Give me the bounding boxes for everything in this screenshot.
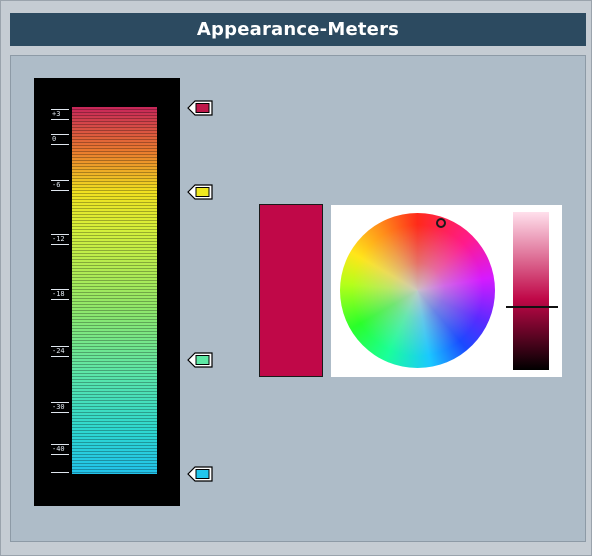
meter-scale-label: +3 xyxy=(52,110,61,118)
meter-scale-line xyxy=(51,444,69,445)
meter-scale-label: -24 xyxy=(52,347,65,355)
handle-top-icon xyxy=(187,100,213,116)
hue-saturation-wheel[interactable] xyxy=(340,213,495,368)
meter-scale-label: -18 xyxy=(52,290,65,298)
lower-mid-color-handle[interactable] xyxy=(187,352,213,368)
meter-scale-label: 0 xyxy=(52,135,57,143)
meter-scale-line xyxy=(51,346,69,347)
meter-scale-line xyxy=(51,234,69,235)
top-color-handle[interactable] xyxy=(187,100,213,116)
handle-bottom-icon xyxy=(187,466,213,482)
meter-scale-line xyxy=(51,109,69,110)
meter-scale-label: -12 xyxy=(52,235,65,243)
meter-scale-underline xyxy=(51,244,69,245)
brightness-slider-handle[interactable] xyxy=(506,306,558,308)
window-title: Appearance-Meters xyxy=(10,13,586,46)
meter-scale-underline xyxy=(51,454,69,455)
bottom-color-handle[interactable] xyxy=(187,466,213,482)
meter-scale-line xyxy=(51,134,69,135)
meter-scale-underline xyxy=(51,144,69,145)
meter-scale-label: -6 xyxy=(52,181,61,189)
handle-lower-mid-icon xyxy=(187,352,213,368)
meter-scale-underline xyxy=(51,299,69,300)
level-meter-bar xyxy=(72,107,157,474)
meter-scale-line xyxy=(51,180,69,181)
color-picker xyxy=(331,205,562,377)
meter-scale-line xyxy=(51,289,69,290)
meter-scale-underline xyxy=(51,412,69,413)
meter-scale-underline xyxy=(51,119,69,120)
handle-upper-mid-icon xyxy=(187,184,213,200)
meter-scale-underline xyxy=(51,190,69,191)
meter-scale-line xyxy=(51,402,69,403)
brightness-slider[interactable] xyxy=(513,212,549,370)
upper-mid-color-handle[interactable] xyxy=(187,184,213,200)
selected-color-swatch xyxy=(259,204,323,377)
meter-scale-underline xyxy=(51,356,69,357)
hue-wheel-marker[interactable] xyxy=(436,218,446,228)
meter-scale-line xyxy=(51,472,69,473)
meter-scale-label: -40 xyxy=(52,445,65,453)
meter-scale-label: -30 xyxy=(52,403,65,411)
